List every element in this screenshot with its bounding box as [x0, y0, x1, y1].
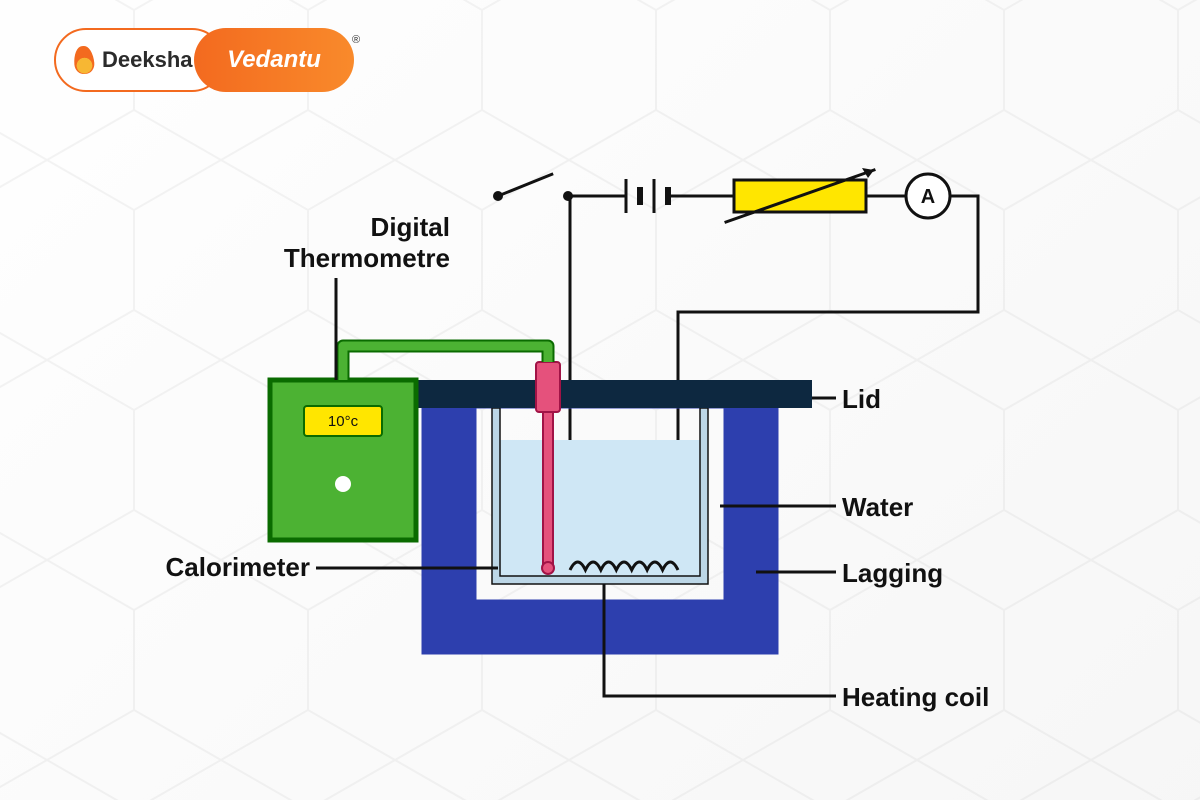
label-calorimeter: Calorimeter	[110, 552, 310, 583]
label-digital-thermometre: Digital Thermometre	[220, 212, 450, 274]
label-heating-coil: Heating coil	[842, 682, 989, 713]
svg-text:A: A	[921, 186, 935, 208]
svg-text:10°c: 10°c	[328, 413, 359, 430]
label-lid: Lid	[842, 384, 881, 415]
brand-logo: Deeksha Vedantu ®	[54, 28, 354, 92]
registered-mark: ®	[352, 34, 360, 46]
label-lagging: Lagging	[842, 558, 943, 589]
brand1-text: Deeksha	[102, 47, 193, 73]
flame-icon	[73, 45, 95, 75]
brand-pill-right: Vedantu	[194, 28, 354, 92]
label-water: Water	[842, 492, 913, 523]
calorimeter-diagram: A 10°c	[0, 0, 1200, 800]
brand2-text: Vedantu	[227, 46, 321, 74]
